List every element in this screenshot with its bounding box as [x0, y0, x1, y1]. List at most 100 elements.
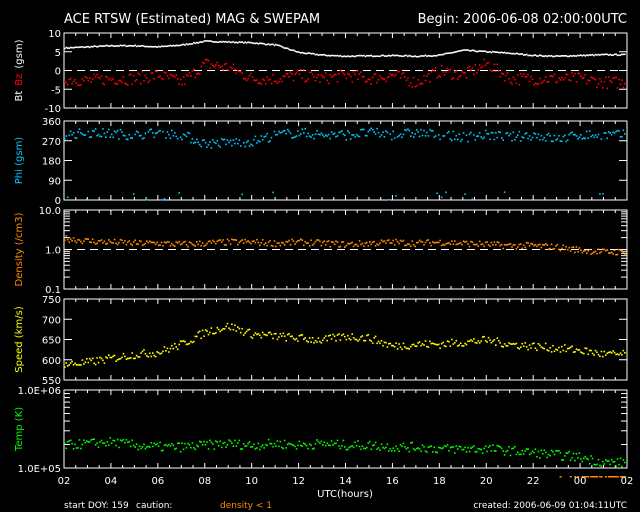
data-point-bz [481, 65, 484, 68]
data-point-bz [402, 71, 405, 74]
data-point-speed [237, 326, 239, 328]
data-point-bz [606, 87, 609, 90]
data-point-phi [624, 133, 626, 135]
data-point-phi [561, 140, 563, 143]
data-point-density [555, 245, 557, 247]
data-point-temp [380, 443, 383, 445]
data-point-bt [575, 55, 578, 57]
data-point-bt [137, 45, 139, 47]
data-point-temp [206, 441, 208, 443]
data-point-phi [451, 139, 453, 142]
data-point-density [613, 249, 616, 252]
data-point-speed [267, 331, 270, 334]
density-caution-marker [594, 476, 597, 478]
data-point-temp [305, 444, 308, 447]
data-point-bz [99, 77, 101, 80]
data-point-temp [521, 449, 523, 452]
data-point-density [157, 244, 160, 247]
data-point-density [141, 244, 144, 247]
data-point-phi [568, 133, 570, 136]
data-point-phi [77, 131, 79, 133]
data-point-density [238, 241, 241, 244]
data-point-phi [540, 134, 543, 137]
data-point-speed [540, 346, 543, 348]
data-point-phi [612, 131, 614, 133]
data-point-density [119, 238, 122, 241]
data-point-density [498, 241, 500, 244]
data-point-temp [143, 443, 145, 446]
data-point-speed [373, 337, 375, 339]
data-point-phi [134, 133, 136, 136]
data-point-phi [181, 138, 183, 141]
data-point-density [152, 241, 154, 244]
data-point-bt [377, 55, 380, 58]
data-point-phi [424, 135, 427, 137]
data-point-bt [314, 53, 317, 56]
data-point-bz [376, 81, 378, 84]
data-point-bz [223, 63, 226, 66]
data-point-density [103, 240, 106, 243]
data-point-speed [610, 352, 613, 354]
data-point-density [407, 243, 409, 245]
data-point-phi [489, 138, 491, 141]
data-point-bz [360, 71, 362, 73]
data-point-phi [196, 138, 198, 141]
data-point-bz [217, 64, 220, 67]
data-point-temp [160, 449, 163, 452]
data-point-bt [269, 44, 271, 46]
data-point-density [149, 240, 151, 242]
data-point-speed [65, 362, 68, 364]
data-point-bz [539, 77, 541, 80]
data-point-bt [355, 55, 358, 57]
data-point-phi [209, 141, 211, 143]
data-point-temp [185, 446, 188, 449]
data-point-speed [468, 340, 471, 342]
data-point-density [124, 240, 126, 242]
data-point-temp [574, 459, 576, 462]
data-point-bz [83, 79, 85, 82]
data-point-temp [272, 445, 274, 448]
data-point-speed [68, 364, 70, 366]
data-point-phi [357, 135, 359, 137]
data-point-phi [326, 135, 328, 137]
data-point-density [518, 243, 521, 246]
y-tick-label: 600 [42, 356, 61, 367]
data-point-density [256, 238, 258, 241]
data-point-speed [127, 357, 129, 360]
data-point-phi [391, 138, 393, 141]
data-point-phi [193, 142, 195, 144]
data-point-bz [417, 79, 419, 81]
data-point-density [215, 242, 217, 245]
data-point-temp [558, 450, 560, 452]
data-point-phi [163, 198, 166, 200]
data-point-bz [135, 78, 138, 81]
data-point-speed [360, 336, 362, 338]
data-point-density [159, 244, 161, 246]
data-point-phi [338, 131, 340, 134]
data-point-density [292, 240, 295, 242]
data-point-bt [481, 50, 484, 53]
data-point-bt [487, 51, 490, 53]
data-point-speed [266, 334, 268, 337]
panel-frame [63, 120, 628, 201]
data-point-speed [621, 354, 623, 356]
data-point-speed [94, 363, 97, 366]
data-point-bz [602, 87, 604, 89]
data-point-bt [157, 45, 160, 48]
data-point-phi [256, 142, 258, 144]
data-point-temp [64, 442, 66, 445]
data-point-speed [231, 323, 233, 326]
data-point-bz [229, 66, 232, 68]
data-point-bz [276, 82, 279, 84]
data-point-bz [521, 75, 523, 77]
data-point-speed [429, 340, 431, 343]
data-point-bz [410, 82, 412, 84]
data-point-density [260, 242, 263, 244]
data-point-density [522, 244, 525, 247]
data-point-phi [140, 134, 142, 137]
data-point-temp [87, 441, 90, 443]
data-point-bz [594, 79, 597, 81]
data-point-speed [310, 341, 312, 343]
data-point-temp [162, 449, 164, 452]
data-point-temp [448, 449, 450, 452]
